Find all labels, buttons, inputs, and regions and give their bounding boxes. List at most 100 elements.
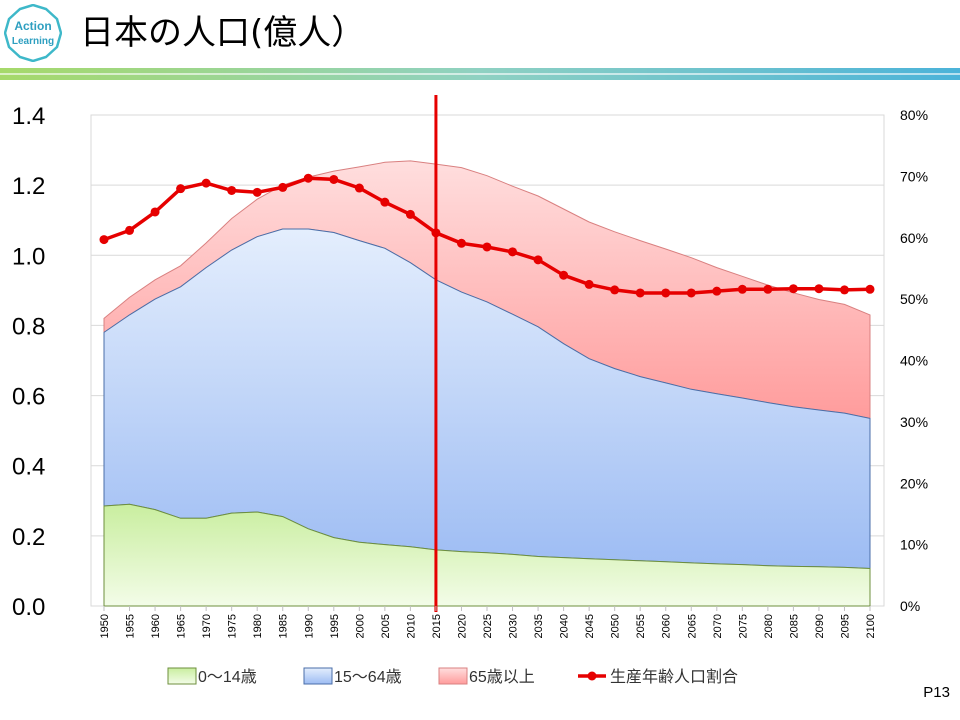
ratio-point [278,182,288,192]
y-left-tick-label: 1.2 [12,173,45,200]
x-tick-label: 1950 [99,614,111,638]
logo-text-top: Action [14,19,51,33]
x-tick-label: 2045 [584,614,596,638]
page-number: P13 [923,684,950,701]
ratio-point [865,284,875,294]
x-tick-label: 2090 [814,614,826,638]
y-left-tick-label: 1.4 [12,103,45,130]
ratio-point [201,178,211,188]
ratio-point [354,183,364,193]
y-right-tick-label: 60% [900,230,928,246]
x-tick-label: 2070 [712,614,724,638]
ratio-point [405,209,415,219]
y-right-tick-label: 20% [900,475,928,491]
x-tick-label: 2095 [839,614,851,638]
y-right-tick-label: 70% [900,168,928,184]
ratio-point [176,184,186,194]
y-left-tick-label: 1.0 [12,243,45,270]
x-axis-ticks: 1950 1955 1960 1965 1970 1975 1980 1985 1990 1995… [99,606,877,638]
ratio-point [303,173,313,183]
ratio-point [584,279,594,289]
ratio-point [686,288,696,298]
ratio-point [456,238,466,248]
legend-swatch [438,667,468,685]
y-left-tick-label: 0.0 [12,594,45,621]
x-tick-label: 2050 [610,614,622,638]
ratio-point [533,255,543,265]
x-tick-label: 2005 [380,614,392,638]
ratio-point [559,270,569,280]
ratio-point [125,225,135,235]
working-age-ratio-points [99,173,875,298]
x-tick-label: 1960 [150,614,162,638]
page-title: 日本の人口(億人） [80,13,366,53]
legend-0-14: 0〜14歳 [167,667,257,686]
y-left-tick-label: 0.8 [12,313,45,340]
x-tick-label: 1995 [329,614,341,638]
x-tick-label: 1970 [201,614,213,638]
y-left-tick-label: 0.2 [12,524,45,551]
x-tick-label: 1955 [125,614,137,638]
legend-15-64: 15〜64歳 [303,667,402,686]
ratio-point [150,207,160,217]
legend-working-age-ratio: 生産年齢人口割合 [578,668,738,686]
y-right-tick-label: 10% [900,537,928,553]
x-tick-label: 2055 [635,614,647,638]
x-tick-label: 1975 [227,614,239,638]
x-tick-label: 1965 [176,614,188,638]
y-right-tick-label: 50% [900,291,928,307]
legend-swatch [167,667,197,685]
x-tick-label: 2085 [788,614,800,638]
header-divider [0,68,960,80]
ratio-point [99,235,109,245]
legend-swatch [303,667,333,685]
ratio-point [814,284,824,294]
x-tick-label: 2010 [405,614,417,638]
legend-label: 15〜64歳 [334,668,402,686]
ratio-point [252,187,262,197]
y-left-tick-label: 0.6 [12,384,45,411]
y-right-tick-label: 0% [900,598,920,614]
x-tick-label: 2100 [865,614,877,638]
x-tick-label: 2060 [661,614,673,638]
legend-label: 0〜14歳 [198,668,257,686]
ratio-point [431,228,441,238]
x-tick-label: 2030 [508,614,520,638]
ratio-point [661,288,671,298]
x-tick-label: 2020 [456,614,468,638]
ratio-point [380,197,390,207]
ratio-point [508,247,518,257]
y-axis-right-ticks: 0% 10% 20% 30% 40% 50% 60% 70% 80% [900,107,928,614]
y-right-tick-label: 30% [900,414,928,430]
x-tick-label: 2025 [482,614,494,638]
x-tick-label: 2015 [431,614,443,638]
ratio-point [635,288,645,298]
x-tick-label: 1990 [303,614,315,638]
ratio-point [610,285,620,295]
logo-text-bottom: Learning [12,36,54,47]
legend-label: 生産年齢人口割合 [610,668,738,686]
x-tick-label: 1985 [278,614,290,638]
ratio-point [227,185,237,195]
ratio-point [763,284,773,294]
x-tick-label: 2080 [763,614,775,638]
legend-marker [587,671,597,681]
x-tick-label: 2000 [354,614,366,638]
x-tick-label: 2075 [737,614,749,638]
y-axis-left-ticks: 0.0 0.2 0.4 0.6 0.8 1.0 1.2 1.4 [12,103,45,621]
y-right-tick-label: 80% [900,107,928,123]
legend-65-plus: 65歳以上 [438,667,535,686]
chart-legend: 0〜14歳 15〜64歳 65歳以上 生産年齢人口割合 [167,667,738,686]
ratio-point [329,174,339,184]
x-tick-label: 1980 [252,614,264,638]
ratio-point [788,284,798,294]
y-left-tick-label: 0.4 [12,454,45,481]
ratio-point [839,285,849,295]
ratio-point [712,286,722,296]
ratio-point [737,284,747,294]
y-right-tick-label: 40% [900,353,928,369]
action-learning-logo: Action Learning [4,4,62,62]
x-tick-label: 2065 [686,614,698,638]
legend-label: 65歳以上 [469,668,535,686]
